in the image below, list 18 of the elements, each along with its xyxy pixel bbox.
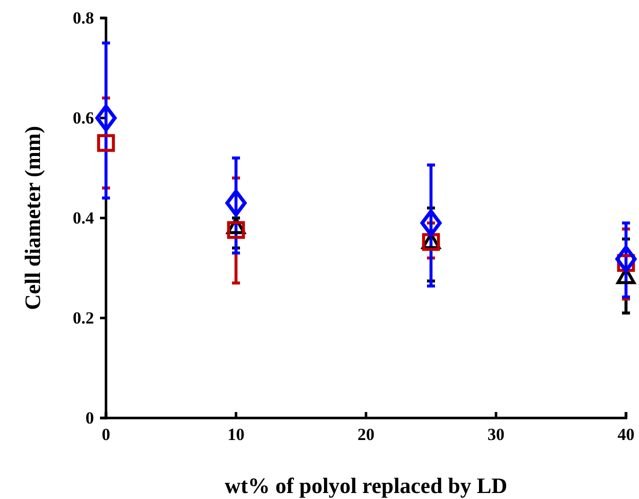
point <box>227 221 245 239</box>
x-tick-label: 20 <box>358 425 374 444</box>
point <box>615 246 637 272</box>
point <box>97 134 115 152</box>
x-tick-label: 30 <box>488 425 504 444</box>
y-tick-label: 0 <box>86 408 94 428</box>
y-tick-label: 0.4 <box>72 208 94 228</box>
x-axis-title: wt% of polyol replaced by LD <box>224 473 508 498</box>
y-axis-title: Cell diameter (mm) <box>20 126 45 310</box>
y-tick-label: 0.8 <box>72 8 94 28</box>
x-tick-label: 10 <box>228 425 244 444</box>
y-tick-label: 0.6 <box>72 108 94 128</box>
x-tick-label: 40 <box>618 425 634 444</box>
x-tick-label: 0 <box>102 425 110 444</box>
point <box>225 190 247 216</box>
point <box>95 104 117 132</box>
y-tick-label: 0.2 <box>72 308 94 328</box>
point <box>420 210 442 236</box>
